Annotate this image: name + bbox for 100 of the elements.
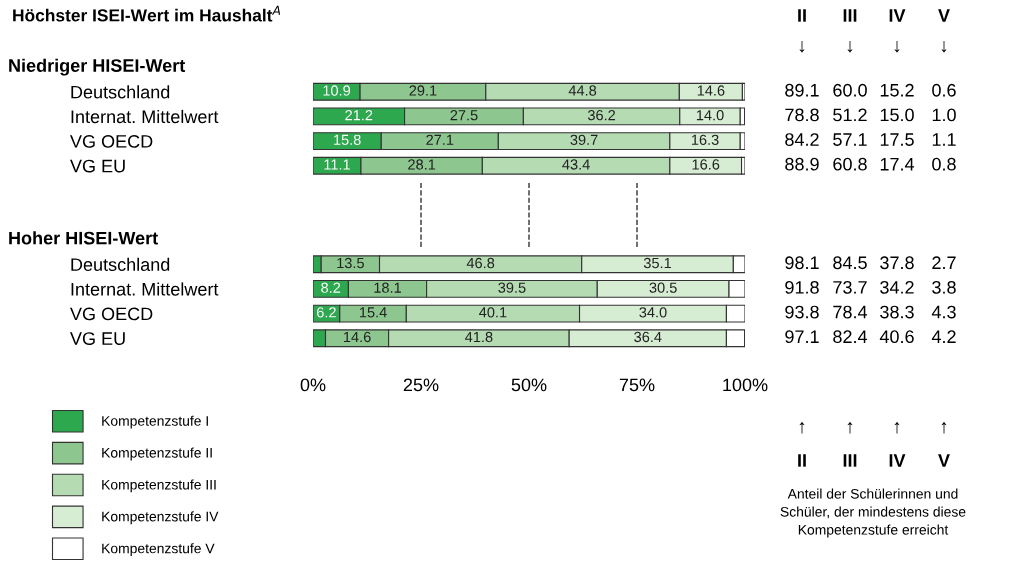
data-label: 16.3 (691, 134, 719, 145)
text: 1.0 (932, 108, 956, 122)
x-tick-label: 75% (619, 378, 655, 392)
data-label: 6.2 (317, 307, 336, 318)
text: 51.2 (833, 108, 867, 122)
text: 4.2 (931, 330, 956, 343)
legend-label: Kompetenzstufe V (102, 543, 215, 557)
text: 82.4 (833, 330, 868, 344)
data-label: 14.6 (697, 85, 725, 96)
data-label: 36.4 (634, 331, 662, 343)
text: 88.9 (785, 157, 819, 171)
data-label: 13.5 (337, 257, 364, 269)
y-tick-label: VG EU (70, 159, 125, 173)
text: 40.6 (879, 330, 914, 344)
text: 4.3 (931, 305, 956, 319)
text: ↓ (799, 41, 805, 53)
text: 0.6 (932, 83, 956, 97)
data-label: 39.7 (570, 134, 598, 145)
text: 60.8 (833, 157, 867, 171)
text: ↑ (799, 422, 805, 434)
data-label: 29.1 (409, 85, 437, 96)
data-label: 11.1 (324, 159, 350, 170)
data-label: 16.6 (692, 159, 720, 170)
data-label: 44.8 (568, 85, 597, 96)
x-tick-label: 100% (723, 378, 768, 392)
text: II (798, 454, 806, 467)
data-label: 40.1 (479, 307, 507, 318)
text: 0.8 (932, 157, 956, 171)
text: 98.1 (785, 256, 819, 270)
text: 60.0 (833, 83, 867, 97)
text: II (798, 9, 806, 22)
data-label: 27.5 (450, 110, 478, 121)
data-label: 15.4 (359, 307, 387, 318)
data-label: 14.0 (696, 110, 724, 121)
text: V (938, 454, 950, 467)
legend-label: Kompetenzstufe III (102, 479, 216, 493)
text: 57.1 (833, 133, 867, 146)
data-label: 21.2 (345, 110, 373, 121)
text: ↑ (847, 422, 853, 434)
text: 1.1 (932, 133, 956, 146)
x-tick-label: 25% (403, 378, 439, 392)
text: ↓ (894, 41, 900, 53)
text: 78.4 (833, 305, 868, 319)
y-tick-label: Internat. Mittelwert (71, 282, 219, 296)
text: 84.2 (785, 133, 819, 146)
text: Höchster ISEI-Wert im Haushalt$^{A}$ (13, 5, 281, 22)
data-label: 10.9 (323, 85, 351, 96)
text: 38.3 (880, 305, 914, 319)
y-tick-label: Deutschland (71, 85, 170, 99)
y-tick-label: VG EU (70, 332, 125, 345)
y-tick-label: VG OECD (70, 135, 153, 148)
text: 3.8 (932, 280, 956, 294)
data-label: 46.8 (466, 257, 495, 269)
data-label: 41.8 (465, 331, 493, 343)
text: 2.7 (932, 256, 956, 269)
text: 93.8 (785, 305, 819, 319)
data-label: 36.2 (587, 110, 616, 121)
text: ↑ (894, 422, 900, 434)
legend-label: Kompetenzstufe I (102, 415, 208, 429)
text: ↓ (941, 41, 947, 53)
legend-label: Kompetenzstufe II (102, 447, 212, 461)
legend-label: Kompetenzstufe IV (102, 511, 219, 525)
text: 34.2 (880, 280, 914, 294)
text: Hoher HISEI-Wert (9, 231, 158, 245)
data-label: 14.6 (343, 331, 371, 343)
y-tick-label: Internat. Mittelwert (71, 109, 219, 124)
data-label: 27.1 (426, 134, 454, 145)
text: 91.8 (785, 280, 819, 294)
text: V (938, 9, 950, 22)
text: 15.2 (880, 83, 914, 97)
text: Niedriger HISEI-Wert (9, 58, 186, 76)
text: 17.5 (880, 133, 914, 146)
text: IV (889, 9, 906, 22)
text: 17.4 (880, 157, 915, 171)
data-label: 8.2 (321, 282, 341, 293)
data-label: 15.8 (334, 134, 361, 145)
data-label: 30.5 (649, 282, 677, 293)
text: III (843, 454, 857, 467)
text: 78.8 (785, 108, 819, 122)
data-label: 43.4 (562, 159, 590, 170)
text: 97.1 (785, 330, 819, 344)
data-label: 34.0 (639, 307, 667, 318)
x-tick-label: 50% (511, 378, 547, 392)
text: 89.1 (785, 83, 819, 97)
text: IV (889, 454, 906, 467)
text: 84.5 (833, 256, 867, 270)
x-tick-label: 0% (300, 378, 326, 392)
y-tick-label: VG OECD (70, 307, 153, 321)
text: 15.0 (880, 108, 914, 122)
text: III (843, 9, 857, 22)
data-label: 18.1 (374, 282, 401, 293)
text: Anteil der Schülerinnen und Schüler, der mindestens diese Kompetenzstufe erreicht (780, 488, 966, 538)
data-label: 35.1 (643, 257, 671, 269)
text: 37.8 (880, 256, 914, 270)
data-label: 28.1 (408, 159, 436, 170)
text: ↑ (941, 422, 947, 434)
text: ↓ (847, 41, 853, 53)
text: 73.7 (833, 280, 867, 294)
data-label: 39.5 (498, 282, 526, 293)
y-tick-label: Deutschland (71, 257, 170, 272)
